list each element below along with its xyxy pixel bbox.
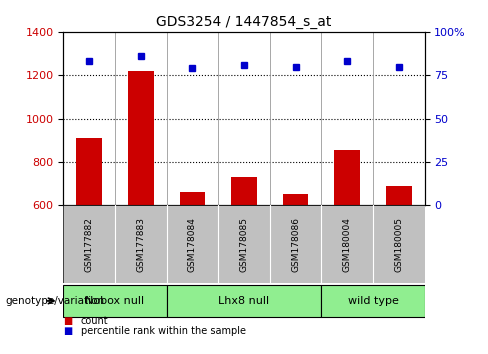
FancyBboxPatch shape: [218, 205, 270, 283]
FancyBboxPatch shape: [270, 205, 322, 283]
Bar: [180, 192, 205, 205]
Text: GSM177883: GSM177883: [136, 217, 145, 272]
Bar: [128, 71, 154, 205]
Text: GSM178086: GSM178086: [291, 217, 300, 272]
FancyBboxPatch shape: [166, 285, 322, 317]
Bar: [386, 186, 412, 205]
Text: Lhx8 null: Lhx8 null: [219, 296, 269, 306]
Text: Nobox null: Nobox null: [85, 296, 144, 306]
Bar: [231, 177, 257, 205]
FancyBboxPatch shape: [166, 205, 218, 283]
FancyBboxPatch shape: [322, 285, 425, 317]
Text: GSM177882: GSM177882: [85, 217, 94, 272]
Bar: [76, 138, 102, 205]
Bar: [334, 150, 360, 205]
Text: GSM178085: GSM178085: [240, 217, 248, 272]
FancyBboxPatch shape: [115, 205, 166, 283]
Bar: [283, 194, 308, 205]
Text: GSM178084: GSM178084: [188, 217, 197, 272]
Text: genotype/variation: genotype/variation: [5, 296, 104, 306]
Text: GSM180004: GSM180004: [343, 217, 352, 272]
Text: ■: ■: [63, 316, 73, 326]
Text: count: count: [81, 316, 108, 326]
FancyBboxPatch shape: [322, 205, 373, 283]
FancyBboxPatch shape: [373, 205, 425, 283]
Text: wild type: wild type: [347, 296, 398, 306]
Text: GSM180005: GSM180005: [394, 217, 403, 272]
Text: percentile rank within the sample: percentile rank within the sample: [81, 326, 245, 336]
Title: GDS3254 / 1447854_s_at: GDS3254 / 1447854_s_at: [156, 16, 332, 29]
FancyBboxPatch shape: [63, 285, 166, 317]
Text: ■: ■: [63, 326, 73, 336]
FancyBboxPatch shape: [63, 205, 115, 283]
